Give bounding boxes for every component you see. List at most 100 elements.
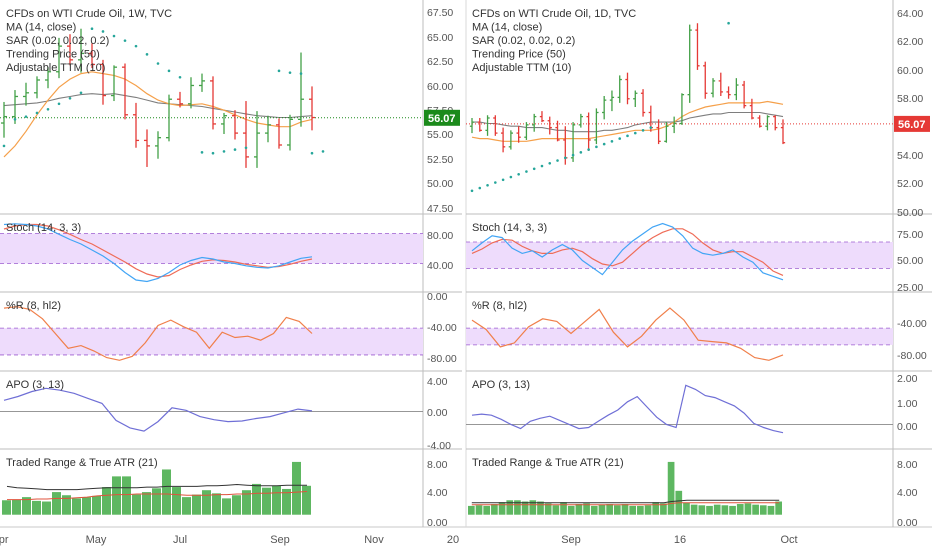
sar-dot	[46, 107, 50, 111]
range-bar	[262, 487, 271, 515]
range-legend: Traded Range & True ATR (21)	[6, 457, 158, 469]
range-bar	[567, 505, 575, 515]
price-bar	[132, 102, 140, 148]
sar-dot	[211, 151, 215, 155]
range-bar	[683, 502, 690, 515]
price-bar	[275, 118, 283, 149]
price-bar	[121, 63, 129, 120]
last-price-label: 56.07	[428, 113, 456, 125]
range-bar	[759, 505, 767, 515]
range-bar	[667, 461, 675, 515]
sar-dot	[532, 167, 536, 171]
time-tick-label: Sep	[270, 534, 290, 546]
price-bar	[539, 111, 545, 123]
price-bar	[749, 98, 755, 120]
range-bar	[92, 495, 101, 515]
price-bar	[524, 122, 529, 140]
price-bar	[231, 110, 239, 140]
range-y-tick-label: 4.00	[897, 487, 918, 499]
range-bar	[132, 494, 141, 515]
range-y-tick-label: 0.00	[427, 517, 448, 529]
range-bar	[713, 504, 721, 515]
price-bar	[477, 117, 482, 132]
sar-dot	[2, 144, 6, 148]
range-bar	[242, 490, 251, 515]
sar-dot	[167, 69, 171, 73]
stoch-y-tick-label: 80.00	[427, 230, 453, 242]
sar-dot	[571, 153, 575, 157]
left-chart-group: AprMayJulSepNov67.5065.0062.5060.0057.50…	[0, 0, 462, 546]
main-legend-line: MA (14, close)	[472, 22, 542, 34]
wr-line	[3, 306, 313, 361]
range-bar	[42, 501, 51, 515]
range-bar	[521, 501, 529, 515]
price-bar	[485, 115, 490, 136]
range-avg-line	[6, 483, 307, 491]
last-price-badge	[424, 109, 460, 126]
main-y-tick-label: 67.50	[427, 7, 453, 19]
price-bar	[594, 108, 599, 145]
price-bar	[640, 89, 646, 117]
wr-y-tick-label: -40.00	[427, 322, 457, 334]
stoch-k-line	[3, 223, 313, 283]
sar-dot	[200, 151, 204, 154]
range-bar	[483, 505, 491, 515]
range-bar	[729, 505, 736, 515]
price-bar	[664, 122, 669, 143]
price-bar	[209, 76, 217, 130]
sar-dot	[277, 69, 281, 73]
price-bar	[143, 129, 151, 167]
range-bar	[529, 500, 537, 515]
range-bar	[590, 505, 598, 515]
price-bar	[220, 112, 228, 135]
price-bar	[625, 72, 630, 105]
range-bar	[560, 502, 567, 515]
apo-line	[3, 387, 313, 432]
range-bar	[744, 503, 752, 515]
price-bar	[757, 115, 762, 128]
range-bar	[621, 504, 629, 515]
wr-band	[0, 328, 423, 355]
range-bar	[282, 488, 291, 515]
sar-dot	[626, 134, 629, 138]
range-bar	[752, 504, 759, 515]
sar-dot	[494, 181, 497, 184]
ma-line	[3, 93, 313, 119]
price-bar	[253, 111, 261, 168]
range-bar	[102, 487, 111, 515]
range-y-tick-label: 8.00	[427, 459, 448, 471]
range-bar	[232, 495, 241, 515]
range-bar	[162, 469, 171, 515]
sar-dot	[156, 62, 160, 65]
price-bar	[609, 90, 615, 112]
sar-dot	[633, 131, 637, 135]
price-bar	[33, 76, 41, 99]
main-y-tick-label: 60.00	[427, 81, 453, 93]
sar-dot	[123, 39, 127, 42]
time-tick-label: Sep	[561, 534, 581, 546]
price-bar	[44, 67, 52, 89]
range-bar	[475, 505, 483, 515]
right-chart-group: 20Sep16Oct64.0062.0060.0058.0056.0054.00…	[447, 0, 932, 546]
sar-dot	[68, 97, 72, 100]
price-bar	[88, 43, 96, 69]
trending-price-line	[3, 71, 313, 158]
range-bar	[62, 495, 71, 515]
main-y-tick-label: 52.50	[427, 154, 453, 166]
sar-dot	[101, 30, 105, 33]
main-legend-line: MA (14, close)	[6, 22, 76, 34]
sar-dot	[13, 118, 17, 121]
range-y-tick-label: 4.00	[427, 487, 448, 499]
price-bar	[165, 94, 173, 142]
price-bar	[726, 86, 731, 99]
range-bar	[606, 504, 613, 515]
range-bar	[112, 476, 121, 515]
range-bar	[172, 487, 181, 515]
range-bar	[552, 505, 560, 515]
ma-line	[472, 111, 784, 133]
stoch-legend: Stoch (14, 3, 3)	[472, 222, 547, 234]
sar-dot	[35, 111, 39, 115]
range-bar	[22, 497, 31, 515]
